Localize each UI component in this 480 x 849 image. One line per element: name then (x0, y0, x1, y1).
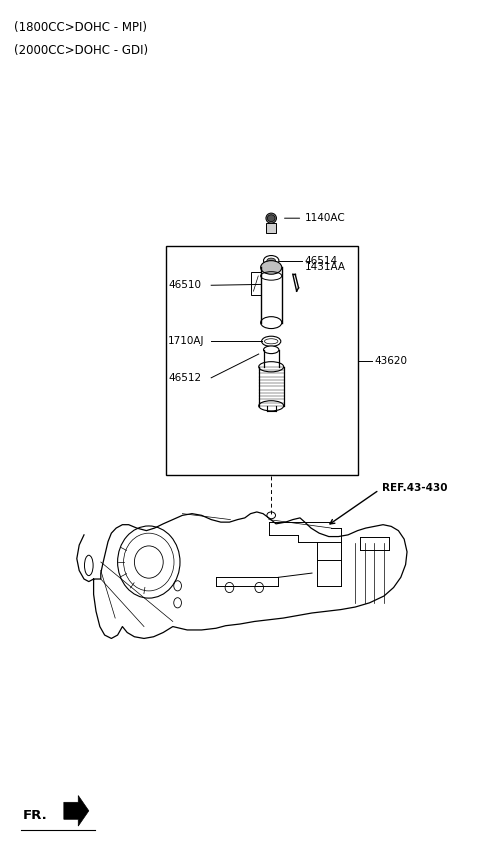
Ellipse shape (262, 336, 281, 346)
Ellipse shape (264, 256, 279, 266)
Ellipse shape (266, 213, 276, 223)
Ellipse shape (259, 401, 284, 411)
Text: FR.: FR. (23, 808, 48, 822)
Polygon shape (64, 796, 89, 826)
Text: 1140AC: 1140AC (305, 213, 346, 223)
Text: 43620: 43620 (374, 356, 408, 366)
Text: REF.43-430: REF.43-430 (382, 483, 447, 493)
Text: 46510: 46510 (168, 280, 201, 290)
Text: 1710AJ: 1710AJ (168, 336, 204, 346)
Text: 46514: 46514 (305, 256, 338, 266)
Bar (166, 246, 358, 475)
Ellipse shape (261, 317, 282, 329)
Ellipse shape (261, 261, 282, 274)
Bar (266, 223, 276, 233)
Text: 46512: 46512 (168, 373, 201, 383)
Text: (2000CC>DOHC - GDI): (2000CC>DOHC - GDI) (14, 44, 148, 57)
Ellipse shape (267, 215, 275, 222)
Ellipse shape (259, 362, 284, 372)
Text: 1431AA: 1431AA (305, 262, 346, 273)
Ellipse shape (267, 258, 276, 263)
Ellipse shape (264, 346, 279, 353)
Ellipse shape (134, 546, 163, 578)
Ellipse shape (84, 555, 93, 576)
Text: (1800CC>DOHC - MPI): (1800CC>DOHC - MPI) (14, 21, 147, 34)
Bar (251, 272, 261, 295)
